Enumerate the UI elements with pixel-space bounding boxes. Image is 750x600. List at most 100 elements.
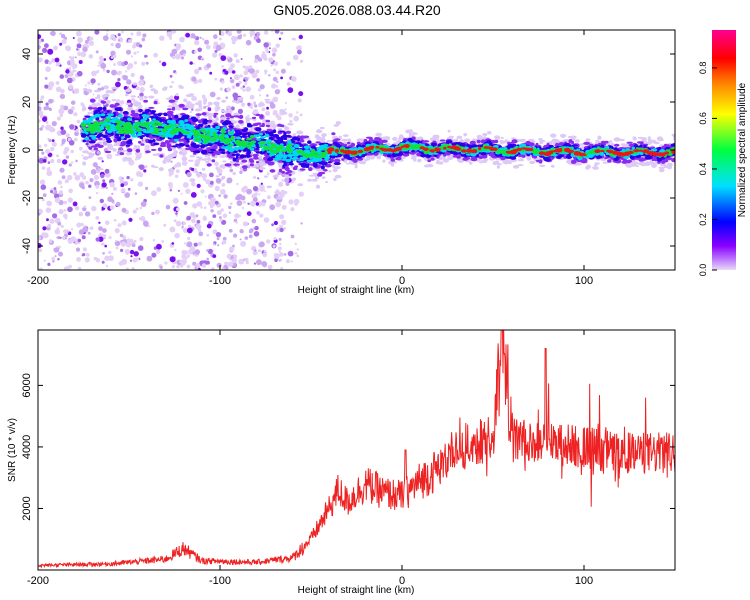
heat-ridge-cell [103,93,110,98]
heat-noise-dot [206,223,212,229]
heat-ridge-cell [213,101,220,106]
heat-noise-dot [115,42,121,49]
heat-noise-dot [122,75,128,81]
heat-noise-dot [98,55,104,61]
heat-noise-dot [51,121,57,127]
heat-ridge-cell [241,159,248,163]
heat-noise-dot [57,180,63,185]
heat-ridge-cell [317,129,321,132]
heat-ridge-cell [113,138,118,143]
heat-noise-dot [101,182,107,188]
heat-noise-dot [216,210,222,216]
heat-noise-dot [111,192,114,195]
heat-noise-dot [62,213,68,219]
heat-noise-dot [159,35,165,41]
heat-ridge-cell [188,93,195,96]
heat-ridge-cell [187,159,194,162]
heat-ridge-cell [140,143,145,146]
heat-noise-dot [238,214,242,218]
heat-noise-dot [210,209,214,213]
heat-noise-dot [38,110,44,116]
heat-noise-dot [197,47,202,53]
heat-ridge-cell [157,147,163,152]
heat-noise-dot [300,222,303,225]
heat-ridge-cell [82,161,86,166]
heat-noise-dot [274,89,280,95]
heat-noise-dot [123,181,129,186]
heat-noise-dot [47,262,51,266]
heat-ridge-cell [88,104,93,108]
heat-noise-dot [80,222,84,227]
heat-noise-dot [42,232,49,239]
heat-ridge-cell [316,136,322,141]
heat-noise-dot [72,37,75,39]
heat-noise-dot [59,104,65,110]
heat-ridge-cell [213,114,217,118]
heat-ridge-cell [203,100,207,105]
heat-noise-dot [174,211,177,214]
heat-noise-dot [274,30,280,34]
heat-noise-dot [153,52,159,58]
heat-noise-dot [175,169,180,174]
heat-noise-dot [253,262,256,265]
heat-noise-dot [236,182,239,186]
heat-ridge-cell [207,107,212,112]
heat-noise-dot [38,101,42,106]
heat-ridge-cell [341,158,345,161]
heat-ridge-cell [345,162,351,165]
heat-noise-dot [100,243,104,246]
heat-ridge-cell [347,141,351,145]
heat-ridge-cell [82,87,88,91]
heat-noise-dot [51,139,55,143]
heat-noise-dot [46,167,51,172]
heat-noise-dot [278,250,281,253]
heat-ridge-cell [438,161,444,165]
heat-ridge-cell [211,145,218,150]
heat-noise-dot [133,51,137,55]
heat-ridge-cell [207,101,213,106]
heat-noise-dot [151,190,157,197]
heat-noise-dot [262,252,268,258]
heat-noise-dot [191,218,196,224]
heat-noise-dot [161,240,165,243]
heat-noise-dot [169,36,173,40]
heat-noise-dot [61,38,67,45]
heat-ridge-cell [351,162,358,166]
heat-noise-dot [120,188,126,193]
heat-noise-dot [185,32,191,38]
heat-noise-dot [174,232,180,239]
heat-ridge-cell [458,140,465,143]
heat-noise-dot [80,102,84,106]
heat-ridge-cell [529,160,536,165]
heat-ridge-cell [374,137,381,141]
heat-noise-dot [95,237,100,242]
heat-ridge-cell [296,130,304,135]
heat-noise-dot [274,258,278,263]
heat-noise-dot [115,239,118,242]
heat-noise-dot [271,83,277,89]
heat-noise-dot [200,206,203,209]
heat-noise-dot [51,58,56,63]
heat-noise-dot [77,70,83,77]
heat-noise-dot [121,258,128,265]
heat-ridge-cell [208,116,213,120]
heat-noise-dot [252,250,257,256]
heat-ridge-cell [194,108,201,112]
heat-ridge-cell [248,158,254,162]
heat-noise-dot [50,158,55,164]
heat-ridge-cell [274,190,281,195]
heat-noise-dot [75,128,80,133]
heat-noise-dot [228,228,233,233]
heat-noise-dot [82,46,88,52]
heat-noise-dot [171,80,174,84]
heat-noise-dot [45,66,51,73]
heat-noise-dot [217,244,220,247]
heat-noise-dot [247,114,250,118]
heat-ridge-cell [135,148,141,153]
heat-ridge-cell [267,161,275,166]
heat-noise-dot [186,215,192,221]
heat-noise-dot [206,63,212,69]
heat-noise-dot [244,65,249,71]
heat-noise-dot [117,223,122,228]
heat-noise-dot [146,255,153,262]
